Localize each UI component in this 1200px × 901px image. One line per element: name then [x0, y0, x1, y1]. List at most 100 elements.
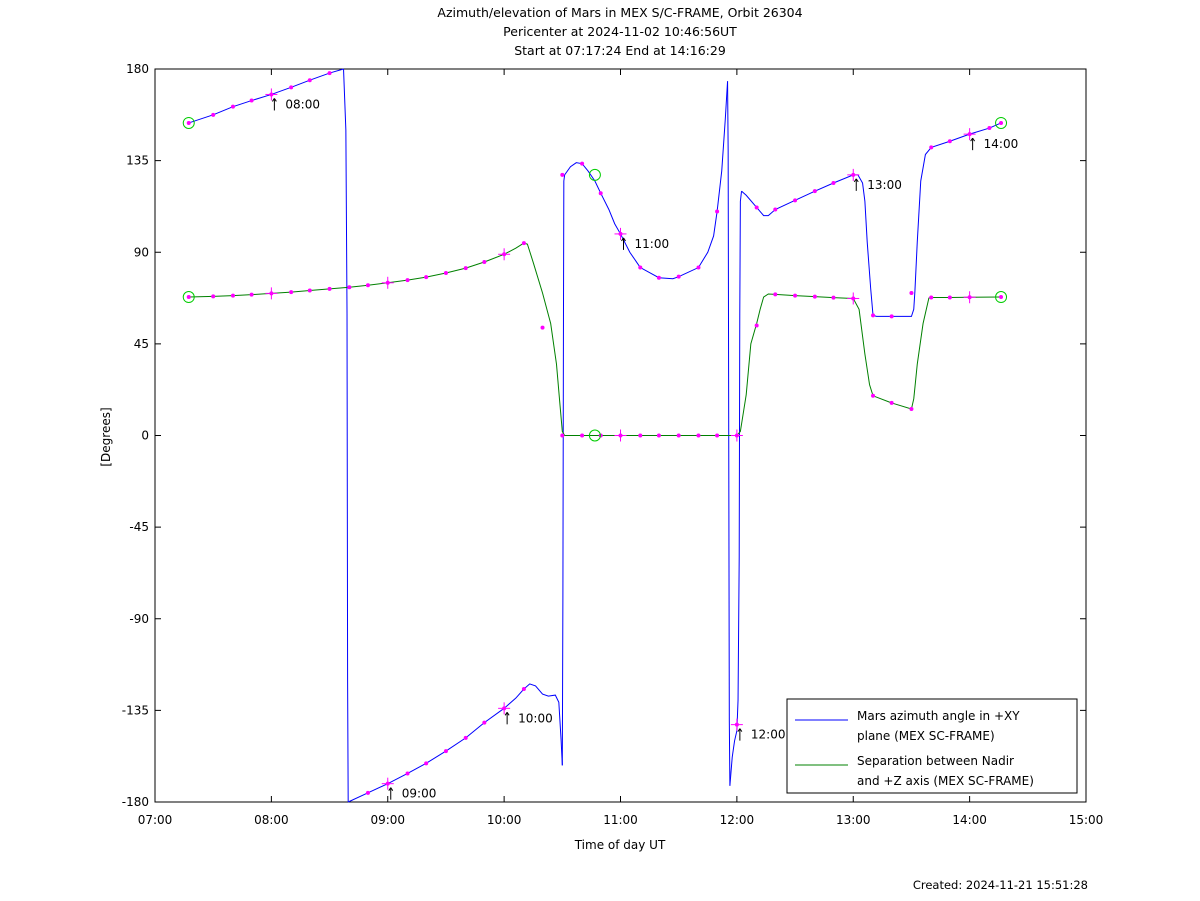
y-tick-label: 180	[126, 62, 149, 76]
data-point	[947, 295, 952, 300]
x-axis-label: Time of day UT	[574, 838, 666, 852]
hour-label: 11:00	[635, 237, 670, 251]
data-point	[249, 98, 254, 103]
data-point	[871, 393, 876, 398]
chart-title-line-3: Start at 07:17:24 End at 14:16:29	[514, 43, 726, 58]
legend-box	[786, 698, 1078, 794]
data-point	[929, 145, 934, 150]
data-point	[307, 78, 312, 83]
x-tick-label: 08:00	[254, 813, 289, 827]
data-point	[463, 735, 468, 740]
data-point	[812, 189, 817, 194]
data-point	[347, 285, 352, 290]
data-point	[560, 172, 565, 177]
chart-title: Azimuth/elevation of Mars in MEX S/C-FRA…	[437, 5, 802, 58]
legend-separation-line-1: Separation between Nadir	[857, 754, 1014, 768]
data-point	[773, 207, 778, 212]
hour-label: 10:00	[518, 711, 553, 725]
data-point	[405, 278, 410, 283]
hour-label-arrow	[273, 98, 277, 102]
endpoint-circle	[182, 116, 195, 129]
hour-label-arrow	[621, 237, 624, 242]
hour-label-arrow	[853, 178, 857, 183]
chart-title-line-1: Azimuth/elevation of Mars in MEX S/C-FRA…	[437, 5, 802, 20]
hour-label: 09:00	[402, 787, 437, 801]
data-point	[463, 266, 468, 271]
y-tick-label: 0	[141, 429, 149, 443]
x-tick-label: 07:00	[138, 813, 173, 827]
y-tick-label: 135	[126, 154, 149, 168]
data-point	[773, 292, 778, 297]
hour-label-arrow	[739, 728, 743, 732]
data-point	[754, 205, 759, 210]
x-tick-label: 10:00	[487, 813, 522, 827]
series-line	[561, 174, 566, 766]
x-tick-label: 15:00	[1069, 813, 1104, 827]
data-point	[580, 433, 585, 438]
hour-label-arrow	[970, 137, 974, 142]
data-point	[947, 139, 952, 144]
x-tick-label: 14:00	[952, 813, 987, 827]
y-axis: 180 135 90 45 0 -45 -90 -135 -180	[122, 62, 1086, 809]
endpoint-circle	[995, 116, 1008, 129]
data-point	[307, 288, 312, 293]
x-axis: 07:00 08:00 09:00 10:00 11:00 12:00 13:00 14:00…	[138, 69, 1104, 827]
data-point	[365, 790, 370, 795]
y-tick-label: -45	[129, 520, 149, 534]
data-point	[676, 433, 681, 438]
y-tick-label: -90	[129, 612, 149, 626]
data-point	[521, 241, 526, 246]
data-point	[696, 265, 701, 270]
data-point	[580, 161, 585, 166]
data-point	[871, 313, 876, 318]
data-point	[443, 271, 448, 276]
hour-label-arrow	[737, 728, 741, 732]
data-point	[289, 290, 294, 295]
y-tick-label: 90	[134, 245, 149, 259]
endpoint-circle	[995, 291, 1008, 304]
data-point	[211, 112, 216, 117]
data-point	[482, 720, 487, 725]
legend-azimuth-line-1: Mars azimuth angle in +XY	[857, 709, 1020, 723]
hour-label: 14:00	[984, 137, 1019, 151]
data-point	[211, 294, 216, 299]
data-point	[909, 290, 914, 295]
data-point	[482, 260, 487, 265]
data-point	[249, 292, 254, 297]
pericenter-circle	[588, 429, 601, 442]
data-point	[656, 433, 661, 438]
data-point	[365, 283, 370, 288]
data-point	[909, 407, 914, 412]
series-line	[727, 81, 731, 786]
y-tick-label: 45	[134, 337, 149, 351]
data-point	[831, 181, 836, 186]
data-point	[405, 771, 410, 776]
data-point	[289, 85, 294, 90]
data-point	[793, 293, 798, 298]
series-line	[347, 683, 563, 803]
pericenter-circle	[588, 168, 601, 181]
hour-label-arrow	[506, 712, 510, 716]
series-line	[741, 122, 1002, 317]
hour-label-arrow	[390, 787, 394, 791]
legend-azimuth-line-2: plane (MEX SC-FRAME)	[857, 729, 995, 743]
hour-label-arrow	[972, 137, 976, 142]
hour-label-arrow	[271, 98, 275, 102]
data-point	[186, 295, 191, 300]
hour-label-arrow	[504, 712, 508, 716]
created-timestamp: Created: 2024-11-21 15:51:28	[912, 878, 1088, 892]
data-point	[831, 295, 836, 300]
data-point	[676, 274, 681, 279]
data-point	[889, 400, 894, 405]
data-point	[424, 275, 429, 280]
data-point	[443, 749, 448, 754]
data-point	[696, 433, 701, 438]
hour-label-arrow	[855, 178, 859, 183]
data-point	[656, 275, 661, 280]
series-line	[343, 68, 349, 803]
x-tick-label: 09:00	[370, 813, 405, 827]
data-point	[999, 295, 1004, 300]
series-layer: 08:00 09:00 10:00 11:00 12:00 13:00 14:00	[182, 68, 1019, 803]
series-line	[564, 81, 729, 280]
data-point	[560, 433, 565, 438]
